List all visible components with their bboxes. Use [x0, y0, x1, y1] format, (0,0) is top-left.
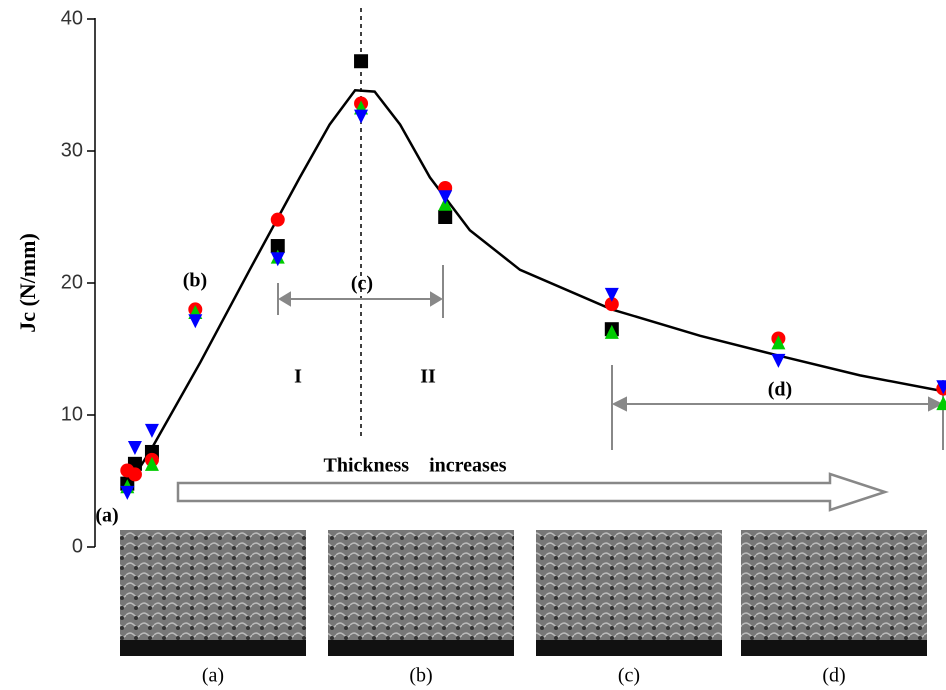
micrograph	[536, 530, 722, 656]
annotation: (c)	[351, 273, 373, 295]
data-point	[771, 335, 786, 350]
annotation: II	[420, 366, 436, 388]
data-point	[936, 396, 946, 411]
data-point	[144, 423, 159, 438]
data-point	[354, 54, 369, 69]
data-point	[771, 353, 786, 368]
y-tick-label: 30	[61, 139, 83, 161]
y-axis-label: Jc (N/mm)	[15, 233, 40, 333]
data-point	[604, 324, 619, 339]
data-point	[188, 314, 203, 329]
micrograph	[120, 530, 306, 656]
micrograph-label: (b)	[409, 665, 432, 687]
micrograph	[328, 530, 514, 656]
thickness-arrow	[176, 472, 890, 512]
micrograph-label: (d)	[822, 665, 845, 687]
data-point	[120, 485, 135, 500]
micrograph-label: (a)	[202, 665, 224, 687]
data-point	[354, 109, 369, 124]
range-arrows	[277, 265, 944, 450]
y-tick-label: 20	[61, 271, 83, 293]
data-point	[270, 212, 285, 227]
micrograph-label: (c)	[618, 665, 640, 687]
data-point	[144, 456, 159, 471]
data-point	[438, 210, 453, 224]
y-tick-label: 0	[72, 535, 83, 557]
data-point	[438, 190, 453, 205]
data-point	[604, 297, 619, 312]
fit-curve	[126, 88, 944, 489]
data-point	[270, 252, 285, 267]
data-point	[604, 287, 619, 302]
micrograph-bar	[120, 640, 306, 656]
y-tick-label: 10	[61, 403, 83, 425]
annotation: I	[294, 366, 302, 388]
annotation: (a)	[95, 505, 118, 527]
data-point	[936, 380, 946, 395]
data-point	[127, 467, 142, 482]
micrograph-bar	[328, 640, 514, 656]
annotation: (b)	[183, 270, 207, 292]
annotation: (d)	[768, 379, 792, 401]
annotation: Thickness increases	[324, 455, 507, 477]
y-tick-label: 40	[61, 7, 83, 29]
micrograph-bar	[536, 640, 722, 656]
micrograph	[741, 530, 927, 656]
data-point	[127, 441, 142, 455]
micrograph-bar	[741, 640, 927, 656]
data-point	[270, 239, 285, 254]
